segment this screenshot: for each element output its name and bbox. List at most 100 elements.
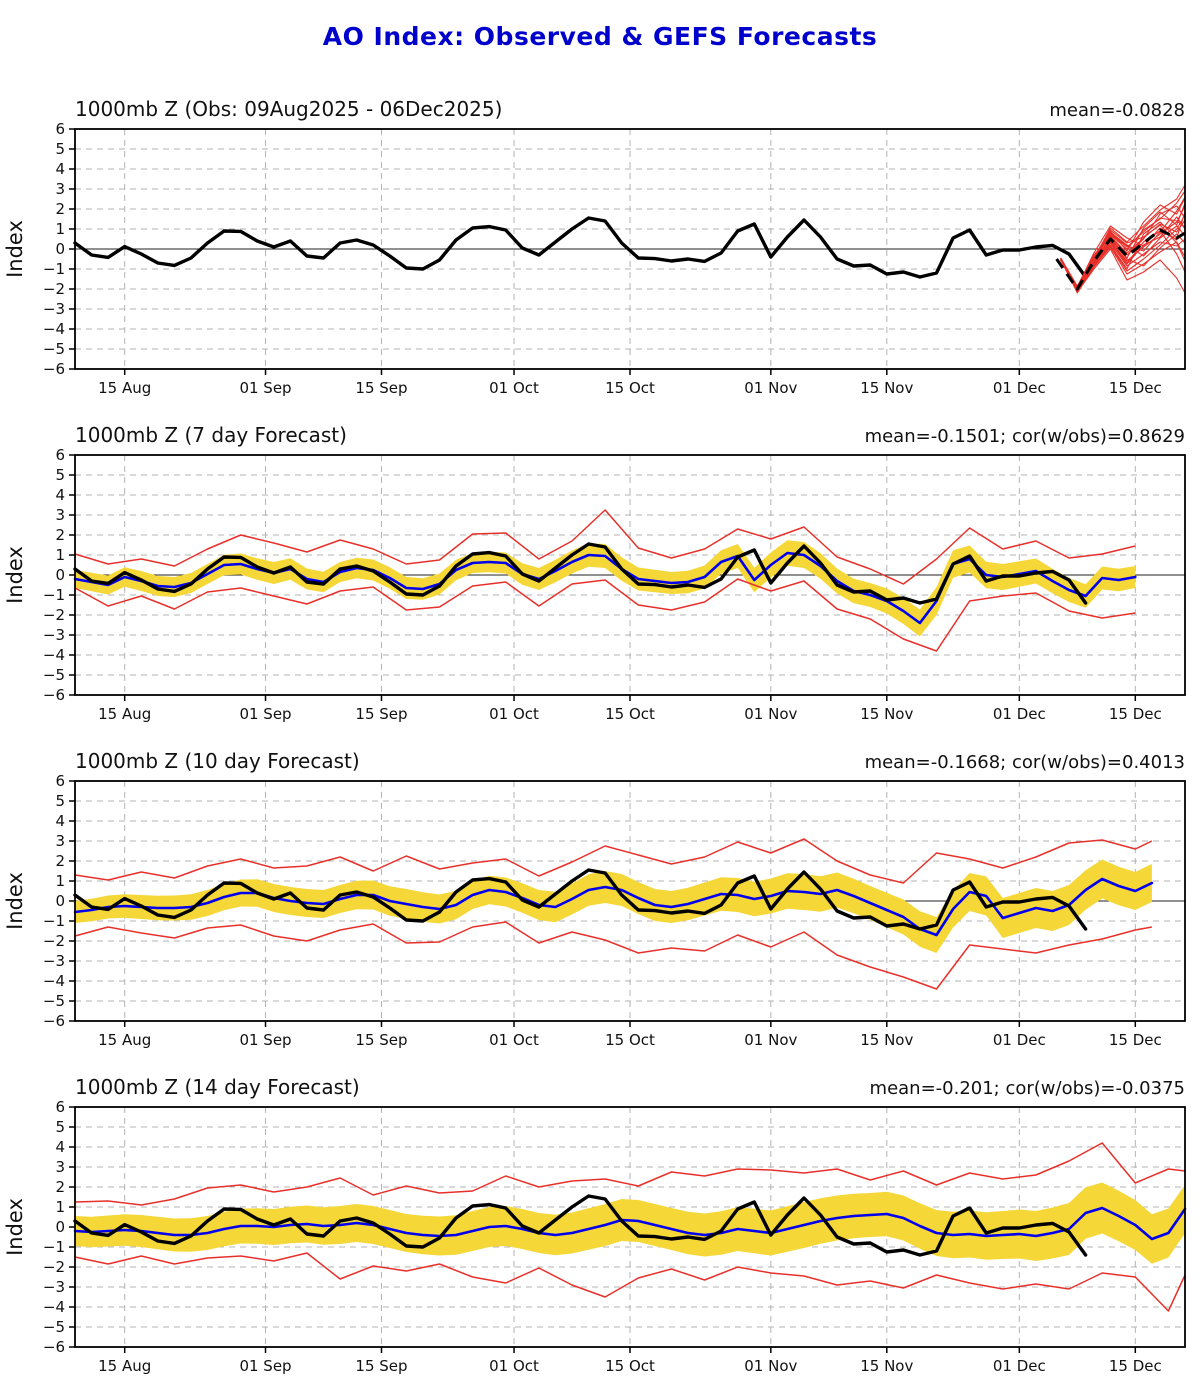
x-tick-label: 15 Aug: [98, 705, 151, 723]
y-tick-label: 6: [55, 123, 65, 138]
x-tick-label: 01 Sep: [239, 379, 291, 397]
envelope-upper-line: [74, 838, 1153, 884]
x-tick-label: 15 Dec: [1109, 705, 1162, 723]
observed-line: [73, 542, 1088, 605]
x-tick-label: 15 Dec: [1109, 1357, 1162, 1375]
y-tick-label: 5: [55, 792, 65, 810]
x-tick-label: 01 Nov: [744, 379, 797, 397]
y-tick-label: −3: [43, 300, 65, 318]
x-tick-label: 15 Nov: [860, 1031, 913, 1049]
x-tick-label: 15 Dec: [1109, 1031, 1162, 1049]
y-tick-label: −4: [43, 646, 65, 664]
y-tick-label: −4: [43, 972, 65, 990]
ensemble-member-line: [1060, 205, 1186, 290]
y-axis-title: Index: [3, 546, 27, 604]
forecast-10day-chart: 6 5 4 3 2 1 0 −1 −2 −3 −4 −5 −6 15 Aug 01 Sep 15 Sep 01 …: [3, 775, 1186, 1049]
y-tick-label: −3: [43, 626, 65, 644]
y-axis-title: Index: [3, 872, 27, 930]
y-tick-label: −4: [43, 1298, 65, 1316]
y-tick-label: 1: [55, 1198, 65, 1216]
y-tick-label: 2: [55, 526, 65, 544]
x-tick-label: 15 Nov: [860, 379, 913, 397]
y-tick-label: 0: [55, 566, 65, 584]
y-tick-label: 5: [55, 466, 65, 484]
x-tick-label: 01 Oct: [489, 705, 539, 723]
page-title: AO Index: Observed & GEFS Forecasts: [322, 22, 878, 51]
x-tick-label: 15 Sep: [355, 705, 407, 723]
y-tick-label: 4: [55, 160, 65, 178]
x-tick-label: 01 Sep: [239, 1031, 291, 1049]
x-tick-label: 01 Dec: [993, 379, 1046, 397]
x-tick-label: 15 Aug: [98, 379, 151, 397]
y-tick-label: −1: [43, 1238, 65, 1256]
panel-forecast-14day: 1000mb Z (14 day Forecast) mean=-0.201; …: [0, 1067, 1200, 1379]
observed-line: [73, 1194, 1088, 1257]
ensemble-member-line: [1060, 214, 1186, 292]
panel-forecast-7day: 1000mb Z (7 day Forecast) mean=-0.1501; …: [0, 415, 1200, 727]
panel-forecast-7day-header: 1000mb Z (7 day Forecast) mean=-0.1501; …: [75, 415, 1185, 447]
x-tick-label: 15 Aug: [98, 1031, 151, 1049]
y-tick-label: 4: [55, 486, 65, 504]
x-tick-label: 01 Oct: [489, 1031, 539, 1049]
y-tick-label: −2: [43, 932, 65, 950]
ensemble-member-line: [1060, 225, 1186, 288]
y-tick-label: 4: [55, 812, 65, 830]
envelope-lower-line: [74, 921, 1153, 990]
y-axis-title: Index: [3, 220, 27, 278]
y-tick-label: 3: [55, 180, 65, 198]
y-tick-label: 1: [55, 546, 65, 564]
panel-forecast-14day-stats: mean=-0.201; cor(w/obs)=-0.0375: [869, 1078, 1185, 1099]
y-tick-label: 6: [55, 449, 65, 464]
observed-line: [73, 868, 1088, 931]
y-tick-label: 5: [55, 1118, 65, 1136]
y-tick-label: 1: [55, 872, 65, 890]
ensemble-member-line: [1060, 196, 1186, 289]
panel-forecast-10day: 1000mb Z (10 day Forecast) mean=-0.1668;…: [0, 741, 1200, 1053]
ensemble-member-line: [1060, 248, 1186, 294]
y-tick-label: −2: [43, 1258, 65, 1276]
y-tick-label: −4: [43, 320, 65, 338]
x-tick-label: 15 Oct: [605, 705, 655, 723]
x-tick-label: 01 Nov: [744, 1357, 797, 1375]
y-tick-label: −6: [43, 686, 65, 704]
panel-observed-title: 1000mb Z (Obs: 09Aug2025 - 06Dec2025): [75, 97, 503, 121]
x-tick-label: 01 Nov: [744, 705, 797, 723]
y-tick-label: −5: [43, 992, 65, 1010]
x-tick-label: 15 Aug: [98, 1357, 151, 1375]
forecast-7day-chart: 6 5 4 3 2 1 0 −1 −2 −3 −4 −5 −6 15 Aug 01 Sep 15 Sep 01 …: [3, 449, 1186, 723]
x-tick-label: 15 Nov: [860, 705, 913, 723]
x-tick-label: 01 Dec: [993, 705, 1046, 723]
y-tick-label: −5: [43, 340, 65, 358]
panel-forecast-10day-stats: mean=-0.1668; cor(w/obs)=0.4013: [864, 752, 1185, 773]
x-tick-label: 15 Sep: [355, 1357, 407, 1375]
panel-observed-header: 1000mb Z (Obs: 09Aug2025 - 06Dec2025) me…: [75, 89, 1185, 121]
envelope-upper-line: [74, 509, 1136, 585]
y-tick-label: 6: [55, 775, 65, 790]
y-tick-label: 3: [55, 506, 65, 524]
x-tick-label: 01 Oct: [489, 1357, 539, 1375]
x-tick-label: 01 Oct: [489, 379, 539, 397]
y-tick-label: −5: [43, 1318, 65, 1336]
x-tick-label: 01 Sep: [239, 705, 291, 723]
x-tick-label: 15 Oct: [605, 1031, 655, 1049]
y-tick-label: −3: [43, 1278, 65, 1296]
y-tick-label: 2: [55, 200, 65, 218]
envelope-lower-line: [74, 578, 1136, 652]
panel-observed-stats: mean=-0.0828: [1049, 100, 1185, 121]
envelope-upper-line: [74, 1142, 1186, 1206]
observed-line: [73, 216, 1088, 279]
y-tick-label: 4: [55, 1138, 65, 1156]
forecast-mean-line: [73, 1206, 1187, 1241]
x-tick-label: 15 Oct: [605, 1357, 655, 1375]
panel-forecast-10day-header: 1000mb Z (10 day Forecast) mean=-0.1668;…: [75, 741, 1185, 773]
y-tick-label: −6: [43, 1338, 65, 1356]
y-tick-label: −6: [43, 360, 65, 378]
y-tick-label: 5: [55, 140, 65, 158]
x-tick-label: 01 Nov: [744, 1031, 797, 1049]
y-tick-label: −2: [43, 606, 65, 624]
forecast-14day-chart: 6 5 4 3 2 1 0 −1 −2 −3 −4 −5 −6 15 Aug 01 Sep 15 Sep 01 …: [3, 1101, 1187, 1375]
spread-band: [75, 859, 1152, 953]
y-tick-label: −1: [43, 260, 65, 278]
y-tick-label: 0: [55, 1218, 65, 1236]
y-tick-label: 2: [55, 852, 65, 870]
